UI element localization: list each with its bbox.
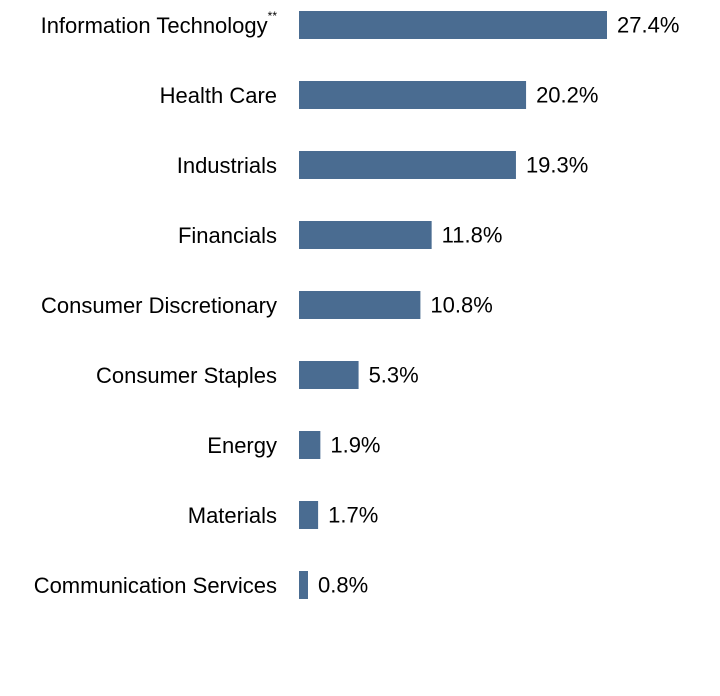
- bar-consumer-staples: [299, 361, 359, 389]
- bar-financials: [299, 221, 432, 249]
- bar-communication-services: [299, 571, 308, 599]
- category-label-text: Health Care: [160, 83, 277, 108]
- footnote-marker: **: [268, 9, 278, 23]
- category-label-health-care: Health Care: [160, 83, 277, 108]
- category-label-communication-services: Communication Services: [34, 573, 277, 598]
- bar-consumer-discretionary: [299, 291, 421, 319]
- category-label-materials: Materials: [188, 503, 277, 528]
- category-label-text: Materials: [188, 503, 277, 528]
- category-label-text: Consumer Staples: [96, 363, 277, 388]
- category-label-text: Financials: [178, 223, 277, 248]
- category-label-text: Consumer Discretionary: [41, 293, 277, 318]
- value-label-industrials: 19.3%: [526, 153, 588, 178]
- bar-health-care: [299, 81, 527, 109]
- value-label-energy: 1.9%: [330, 433, 380, 458]
- bar-materials: [299, 501, 319, 529]
- value-label-consumer-discretionary: 10.8%: [430, 293, 492, 318]
- category-label-industrials: Industrials: [177, 153, 277, 178]
- value-label-health-care: 20.2%: [536, 83, 598, 108]
- category-label-text: Communication Services: [34, 573, 277, 598]
- value-label-communication-services: 0.8%: [318, 573, 368, 598]
- category-label-energy: Energy: [207, 433, 277, 458]
- bar-information-technology: [299, 11, 607, 39]
- bar-industrials: [299, 151, 516, 179]
- category-label-text: Industrials: [177, 153, 277, 178]
- category-label-consumer-staples: Consumer Staples: [96, 363, 277, 388]
- category-label-text: Energy: [207, 433, 277, 458]
- bars-group: [299, 11, 607, 599]
- category-label-financials: Financials: [178, 223, 277, 248]
- category-labels-group: Information Technology** Health Care Indus…: [34, 9, 278, 598]
- value-label-financials: 11.8%: [442, 223, 503, 248]
- value-label-consumer-staples: 5.3%: [369, 363, 419, 388]
- value-labels-group: 27.4% 20.2% 19.3% 11.8% 10.8% 5.3% 1.9% 1.7% 0.8…: [318, 13, 679, 598]
- value-label-materials: 1.7%: [328, 503, 378, 528]
- category-label-text: Information Technology: [41, 13, 268, 38]
- category-label-consumer-discretionary: Consumer Discretionary: [41, 293, 277, 318]
- category-label-information-technology: Information Technology**: [41, 9, 278, 38]
- bar-energy: [299, 431, 321, 459]
- value-label-information-technology: 27.4%: [617, 13, 679, 38]
